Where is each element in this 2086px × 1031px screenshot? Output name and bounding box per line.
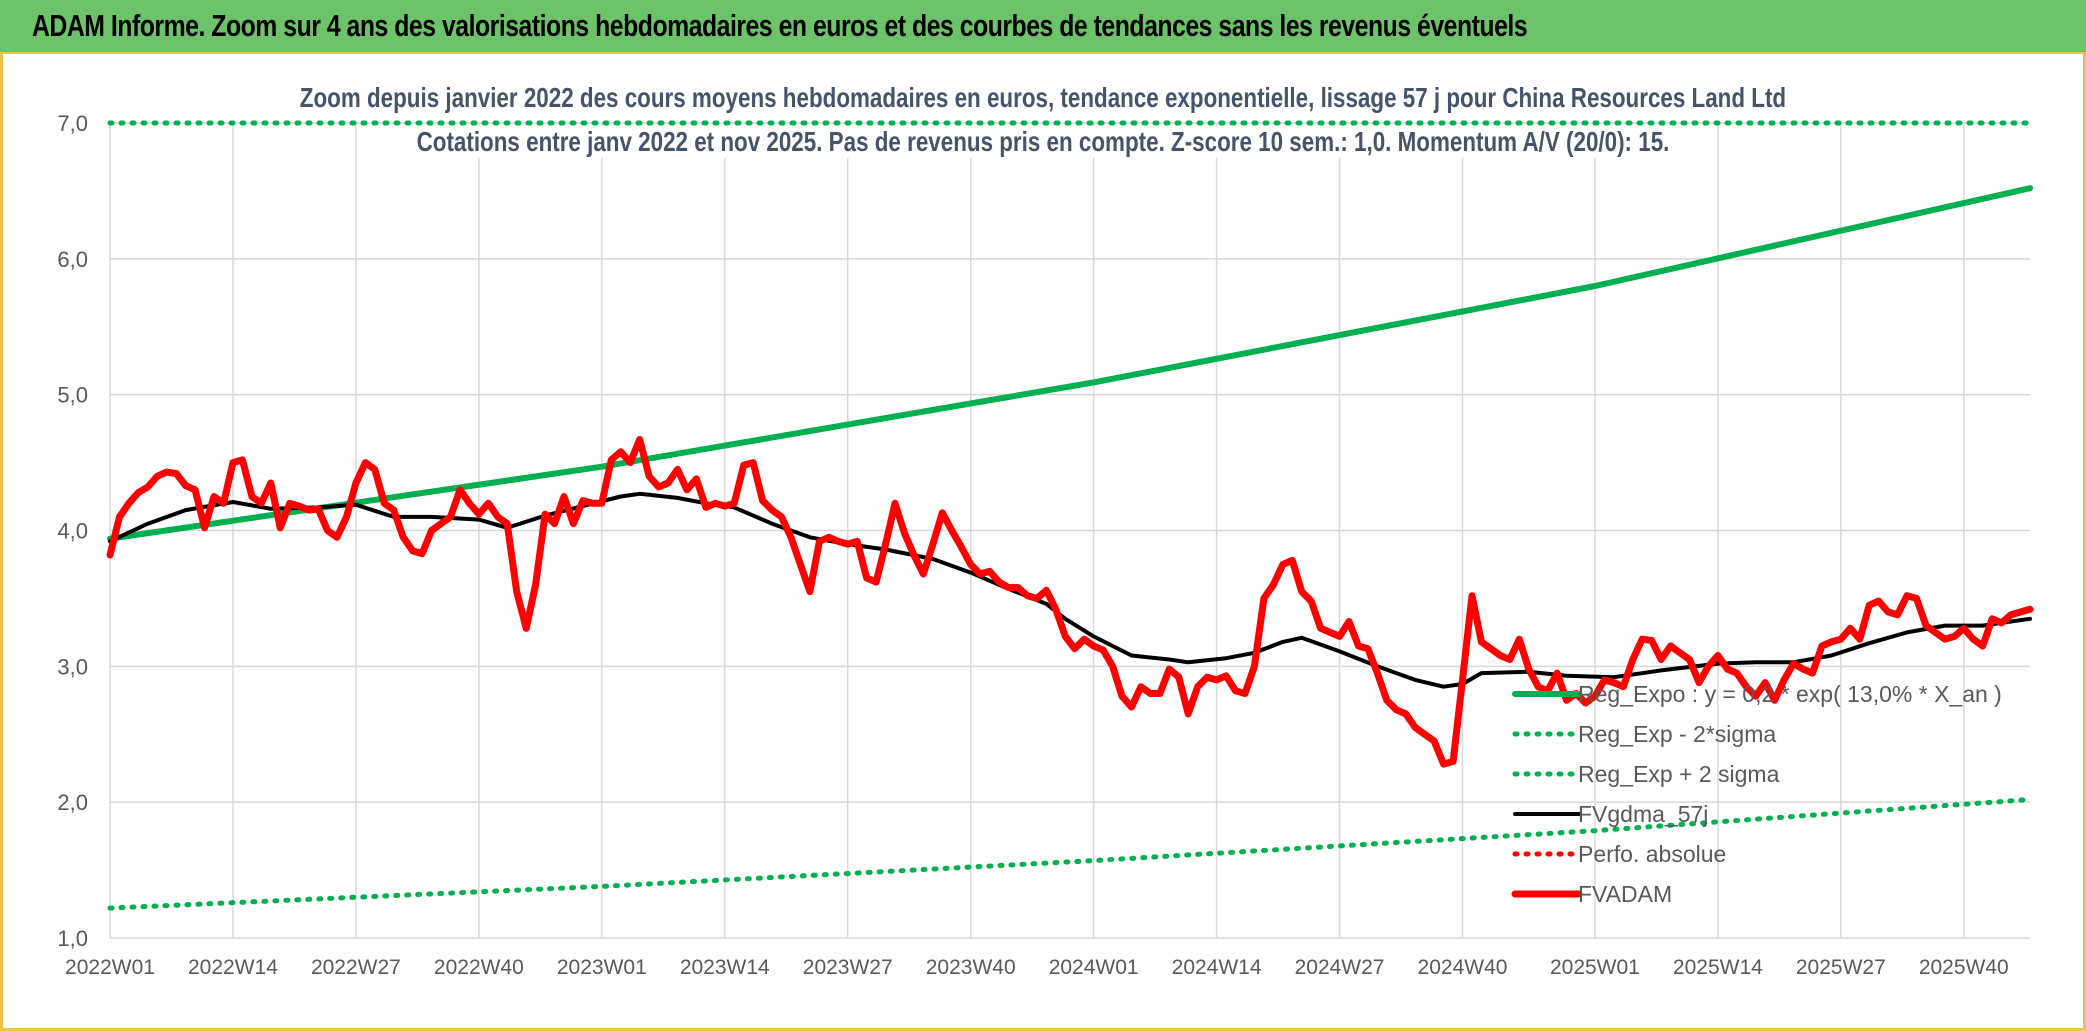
y-tick-label: 5,0 xyxy=(57,383,88,408)
chart-subtitle-wrap: Cotations entre janv 2022 et nov 2025. P… xyxy=(0,126,2086,158)
y-tick-label: 3,0 xyxy=(57,654,88,679)
x-tick-label: 2025W27 xyxy=(1796,956,1886,979)
y-tick-label: 7,0 xyxy=(57,111,88,136)
chart-title: Zoom depuis janvier 2022 des cours moyen… xyxy=(291,82,1795,114)
x-tick-label: 2022W40 xyxy=(434,956,524,979)
x-tick-label: 2023W27 xyxy=(803,956,893,979)
x-tick-label: 2023W40 xyxy=(926,956,1016,979)
legend-label-1: Reg_Exp - 2*sigma xyxy=(1578,721,1776,747)
x-tick-label: 2025W40 xyxy=(1919,956,2009,979)
series-line-1 xyxy=(107,797,2033,911)
x-tick-label: 2024W01 xyxy=(1049,956,1139,979)
series-line-0 xyxy=(107,185,2033,542)
legend-label-0: Reg_Expo : y = 0,2 * exp( 13,0% * X_an ) xyxy=(1578,681,2002,707)
x-tick-label: 2025W01 xyxy=(1550,956,1640,979)
legend-label-5: FVADAM xyxy=(1578,881,1672,907)
chart-title-wrap: Zoom depuis janvier 2022 des cours moyen… xyxy=(0,82,2086,114)
legend-label-2: Reg_Exp + 2 sigma xyxy=(1578,761,1780,787)
chart-subtitle: Cotations entre janv 2022 et nov 2025. P… xyxy=(408,126,1678,158)
series-line-3 xyxy=(108,491,2032,689)
x-tick-label: 2022W01 xyxy=(65,956,155,979)
x-tick-label: 2024W40 xyxy=(1418,956,1508,979)
y-tick-label: 6,0 xyxy=(57,247,88,272)
x-tick-label: 2023W01 xyxy=(557,956,647,979)
x-tick-label: 2024W14 xyxy=(1172,956,1262,979)
x-tick-label: 2022W27 xyxy=(311,956,401,979)
chart-frame xyxy=(0,54,2086,1031)
y-tick-label: 4,0 xyxy=(57,519,88,544)
y-tick-label: 1,0 xyxy=(57,926,88,951)
legend-label-3: FVgdma_57j xyxy=(1578,801,1708,827)
legend-label-4: Perfo. absolue xyxy=(1578,841,1726,867)
x-tick-label: 2025W14 xyxy=(1673,956,1763,979)
report-title: ADAM Informe. Zoom sur 4 ans des valoris… xyxy=(32,8,1528,43)
x-tick-label: 2023W14 xyxy=(680,956,770,979)
x-tick-label: 2022W14 xyxy=(188,956,278,979)
series-line-5 xyxy=(106,436,2034,768)
y-tick-label: 2,0 xyxy=(57,790,88,815)
x-tick-label: 2024W27 xyxy=(1295,956,1385,979)
report-header: ADAM Informe. Zoom sur 4 ans des valoris… xyxy=(0,0,2086,54)
